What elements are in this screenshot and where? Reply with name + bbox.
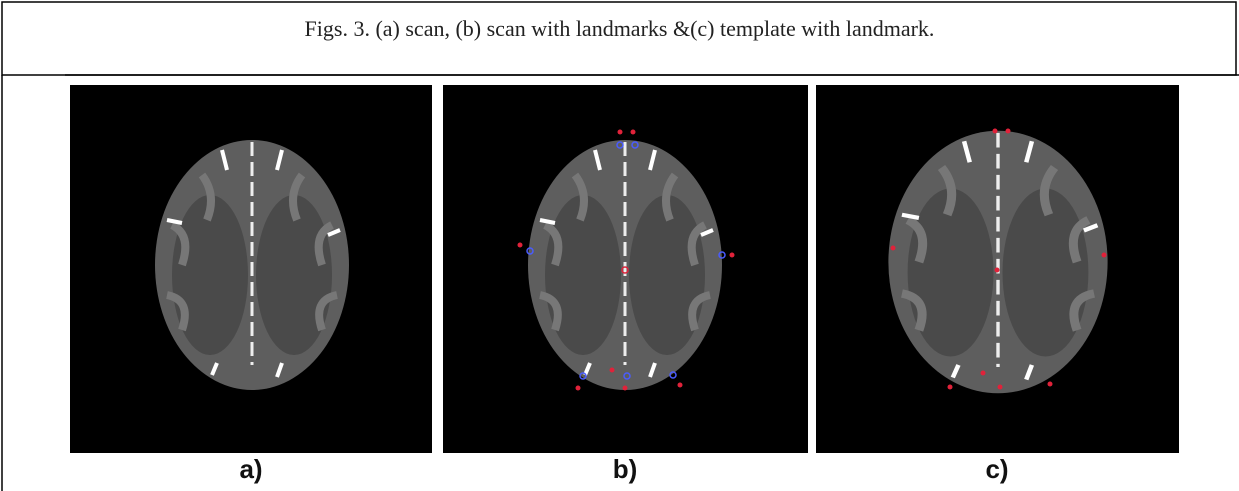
panel-label: a): [239, 454, 262, 484]
panel-label: b): [613, 454, 638, 484]
page: a) b) c) Figs. 3. (a) scan, (b) scan wit…: [0, 0, 1239, 491]
caption: Figs. 3. (a) scan, (b) scan with landmar…: [0, 16, 1239, 42]
panel-label: c): [985, 454, 1008, 484]
figure: a) b) c): [0, 0, 1239, 491]
